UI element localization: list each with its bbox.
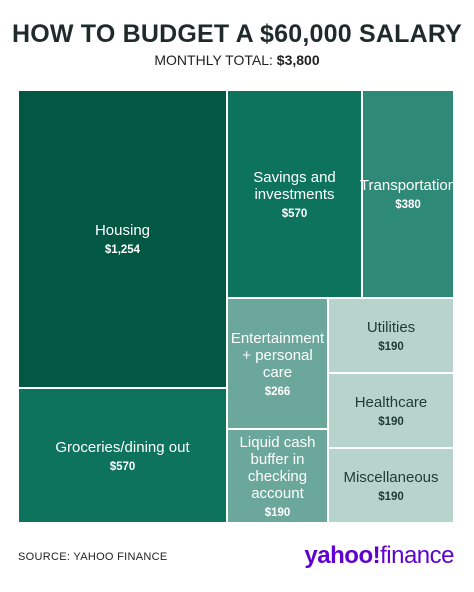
treemap-tile-healthcare: Healthcare $190 [328, 373, 454, 448]
chart-subtitle: MONTHLY TOTAL: $3,800 [0, 52, 474, 68]
tile-value: $570 [109, 460, 136, 473]
tile-value: $190 [378, 490, 404, 503]
tile-value: $380 [395, 199, 421, 211]
tile-label: Groceries/dining out [55, 438, 190, 456]
treemap-tile-liquid-cash-buffer-in-checking-account: Liquid cash buffer in checking account $1… [227, 429, 328, 523]
treemap-tile-entertainment-personal-care: Entertainment + personal care $266 [227, 298, 328, 429]
tile-value: $190 [264, 506, 291, 519]
logo-main: yahoo [304, 542, 373, 569]
tile-value: $570 [281, 207, 308, 220]
treemap-tile-housing: Housing $1,254 [18, 90, 227, 388]
tile-value: $1,254 [104, 244, 141, 256]
tile-value: $266 [264, 385, 291, 398]
chart-title: HOW TO BUDGET A $60,000 SALARY [11, 20, 463, 48]
tile-label: Liquid cash buffer in checking account [239, 433, 316, 502]
treemap-tile-transportation: Transportation $380 [360, 90, 456, 298]
treemap-tile-groceries-dining-out: Groceries/dining out $570 [18, 388, 227, 523]
tile-label: Transportation [359, 177, 457, 194]
yahoo-finance-logo: yahoo!finance [304, 542, 454, 570]
treemap-tile-utilities: Utilities $190 [328, 298, 454, 373]
logo-suffix: finance [380, 542, 454, 569]
tile-value: $190 [378, 415, 404, 428]
subtitle-label: MONTHLY TOTAL: [154, 52, 273, 68]
tile-label: Housing [94, 222, 151, 239]
tile-value: $190 [378, 340, 404, 353]
treemap-tile-miscellaneous: Miscellaneous $190 [328, 448, 454, 523]
subtitle-value: $3,800 [276, 52, 320, 68]
logo-bang: ! [372, 542, 381, 569]
tile-label: Savings and investments [253, 168, 336, 203]
source-credit: SOURCE: YAHOO FINANCE [18, 551, 168, 563]
tile-label: Utilities [366, 318, 416, 336]
tile-label: Miscellaneous [343, 468, 439, 486]
tile-label: Healthcare [354, 393, 428, 411]
tile-label: Entertainment + personal care [230, 329, 325, 381]
treemap-tile-savings-and-investments: Savings and investments $570 [227, 90, 362, 298]
